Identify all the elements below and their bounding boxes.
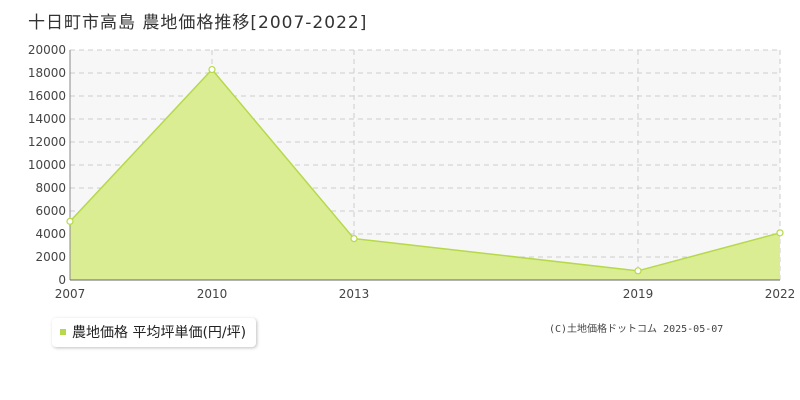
x-tick-label: 2022: [765, 287, 796, 301]
credit-text: (C)土地価格ドットコム 2025-05-07: [549, 324, 724, 335]
x-tick-label: 2013: [339, 287, 370, 301]
y-tick-label: 4000: [35, 227, 66, 241]
legend-swatch: [60, 329, 66, 335]
y-tick-label: 18000: [28, 66, 66, 80]
data-point: [776, 229, 784, 237]
data-point: [66, 217, 74, 225]
y-tick-label: 10000: [28, 158, 66, 172]
data-point: [634, 267, 642, 275]
data-point: [208, 65, 216, 74]
y-tick-label: 2000: [35, 250, 66, 264]
legend: 農地価格 平均坪単価(円/坪): [52, 318, 257, 347]
x-tick-label: 2007: [55, 287, 86, 301]
y-tick-label: 8000: [35, 181, 66, 195]
y-tick-label: 16000: [28, 89, 66, 103]
y-tick-label: 0: [58, 273, 66, 287]
y-tick-label: 20000: [28, 43, 66, 57]
chart-title: 十日町市高島 農地価格推移[2007-2022]: [28, 13, 368, 33]
x-tick-label: 2010: [197, 287, 228, 301]
x-tick-label: 2019: [623, 287, 654, 301]
legend-label: 農地価格 平均坪単価(円/坪): [72, 325, 247, 341]
y-tick-label: 6000: [35, 204, 66, 218]
data-point: [350, 235, 358, 243]
series-area: [70, 69, 780, 280]
y-tick-label: 12000: [28, 135, 66, 149]
y-tick-label: 14000: [28, 112, 66, 126]
